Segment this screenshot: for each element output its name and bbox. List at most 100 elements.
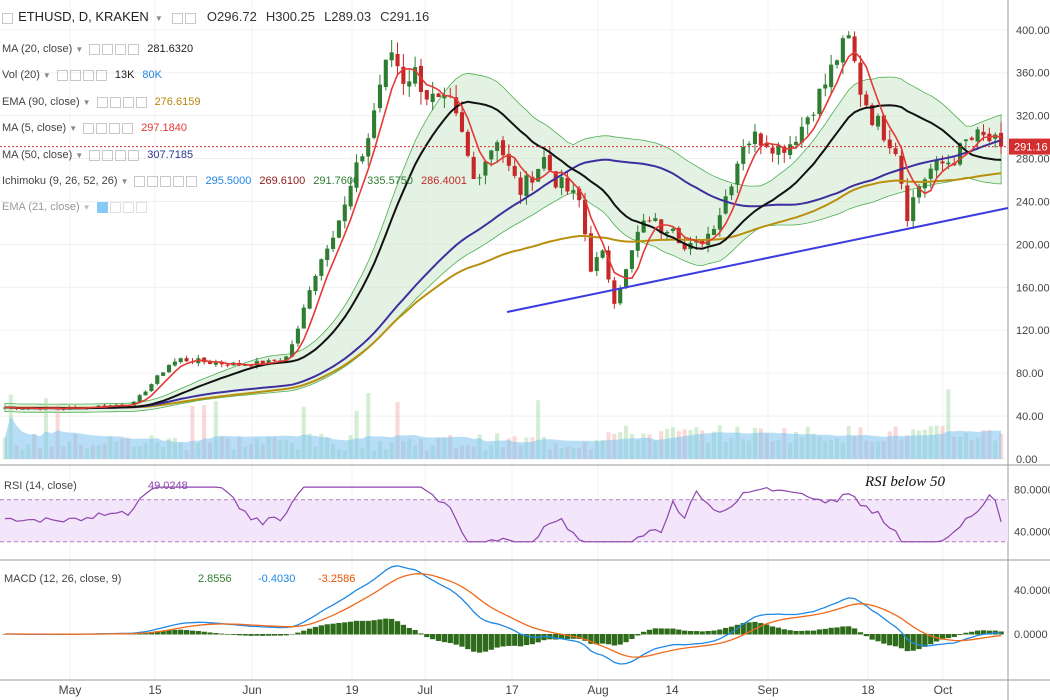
macd-histogram-bar bbox=[148, 631, 155, 635]
candle-body bbox=[676, 227, 681, 244]
indicator-buttons[interactable] bbox=[96, 93, 149, 111]
macd-histogram-bar bbox=[869, 634, 875, 640]
candle-body bbox=[518, 177, 523, 195]
signal-line bbox=[4, 573, 1002, 658]
last-price-tag bbox=[1009, 138, 1050, 155]
symbol-label: ETHUSD, D, KRAKEN bbox=[18, 9, 149, 24]
collapse-icon[interactable] bbox=[2, 12, 13, 24]
candle-body bbox=[600, 250, 605, 258]
macd-histogram-bar bbox=[728, 626, 735, 635]
macd-histogram-bar bbox=[553, 634, 559, 640]
macd-histogram-bar bbox=[394, 621, 401, 635]
chevron-down-icon[interactable]: ▼ bbox=[154, 14, 163, 23]
macd-histogram-bar bbox=[810, 630, 817, 635]
macd-histogram-bar bbox=[799, 630, 805, 635]
candle-body bbox=[143, 391, 148, 396]
macd-histogram-bar bbox=[892, 634, 899, 647]
macd-histogram-bar bbox=[705, 631, 711, 635]
chevron-down-icon[interactable]: ▼ bbox=[69, 124, 78, 133]
ma20-line bbox=[4, 100, 1002, 410]
indicator-row[interactable]: Ichimoku (9, 26, 52, 26) ▼ 295.5000 269.610… bbox=[2, 172, 475, 190]
macd-tick-label: 40.0000 bbox=[1014, 585, 1050, 597]
macd-histogram-bar bbox=[242, 634, 248, 636]
candle-body bbox=[776, 145, 781, 155]
candle-body bbox=[612, 280, 617, 304]
candle-body bbox=[969, 137, 974, 140]
indicator-row[interactable]: MA (20, close) ▼ 281.6320 bbox=[2, 40, 201, 58]
macd-histogram-bar bbox=[986, 630, 992, 635]
candle-body bbox=[817, 88, 822, 115]
indicator-buttons[interactable] bbox=[134, 172, 199, 190]
volume-bar bbox=[301, 406, 306, 459]
chevron-down-icon[interactable]: ▼ bbox=[42, 71, 51, 80]
rsi-tick-label: 80.0000 bbox=[1014, 484, 1050, 496]
candle-body bbox=[887, 139, 892, 149]
macd-histogram-bar bbox=[658, 628, 664, 635]
candle-body bbox=[301, 307, 306, 329]
chevron-down-icon[interactable]: ▼ bbox=[120, 177, 129, 186]
indicator-row[interactable]: MA (5, close) ▼ 297.1840 bbox=[2, 119, 195, 137]
candle-body bbox=[840, 38, 845, 63]
indicator-buttons[interactable] bbox=[89, 146, 141, 164]
macd-histogram-bar bbox=[851, 628, 858, 635]
macd-histogram-bar bbox=[670, 628, 676, 635]
indicator-buttons[interactable] bbox=[89, 40, 141, 58]
macd-histogram-bar bbox=[793, 630, 799, 635]
indicator-buttons[interactable] bbox=[83, 119, 135, 137]
macd-histogram-bar bbox=[682, 630, 688, 635]
macd-line bbox=[4, 565, 1002, 665]
candle-body bbox=[454, 97, 459, 114]
symbol-row: ETHUSD, D, KRAKEN ▼ O296.72 H300.25 L289… bbox=[2, 8, 429, 26]
indicator-row[interactable]: MA (50, close) ▼ 307.7185 bbox=[2, 146, 201, 164]
volume-bar bbox=[536, 400, 541, 459]
date-tick-label: Sep bbox=[757, 683, 779, 697]
candle-body bbox=[905, 185, 910, 221]
price-tick-label: 400.00 bbox=[1016, 25, 1050, 37]
candle-body bbox=[893, 148, 898, 154]
macd-histogram-bar bbox=[383, 618, 389, 635]
macd-histogram-bar bbox=[945, 634, 951, 639]
macd-histogram-bar bbox=[564, 634, 571, 639]
candle-body bbox=[372, 110, 377, 138]
chevron-down-icon[interactable]: ▼ bbox=[82, 98, 91, 107]
macd-histogram-bar bbox=[898, 634, 905, 649]
macd-histogram-bar bbox=[816, 629, 823, 635]
candle-body bbox=[858, 62, 863, 95]
symbol-buttons[interactable] bbox=[171, 9, 198, 27]
macd-histogram-bar bbox=[951, 634, 957, 638]
chevron-down-icon[interactable]: ▼ bbox=[75, 45, 84, 54]
macd-histogram-bar bbox=[219, 633, 225, 635]
candle-body bbox=[254, 360, 259, 366]
indicator-row[interactable]: Vol (20) ▼ 13K 80K bbox=[2, 66, 170, 84]
macd-histogram-bar bbox=[447, 634, 453, 644]
macd-histogram-bar bbox=[377, 619, 383, 635]
indicator-value: 80K bbox=[142, 69, 162, 81]
indicator-buttons[interactable] bbox=[96, 198, 149, 216]
candle-body bbox=[506, 153, 511, 166]
candle-body bbox=[342, 204, 347, 222]
macd-histogram-bar bbox=[371, 620, 377, 635]
candle-body bbox=[723, 196, 728, 214]
macd-histogram-bar bbox=[441, 634, 448, 643]
candle-body bbox=[565, 177, 570, 192]
macd-histogram-bar bbox=[306, 628, 313, 635]
candle-body bbox=[875, 115, 881, 127]
candle-body bbox=[331, 237, 336, 249]
macd-histogram-bar bbox=[834, 627, 840, 635]
date-tick-label: 14 bbox=[665, 683, 679, 697]
chevron-down-icon[interactable]: ▼ bbox=[75, 151, 84, 160]
macd-histogram-bar bbox=[453, 634, 459, 645]
date-tick-label: Jul bbox=[417, 683, 432, 697]
chevron-down-icon[interactable]: ▼ bbox=[82, 203, 91, 212]
macd-histogram-bar bbox=[787, 630, 793, 635]
indicator-buttons[interactable] bbox=[56, 66, 109, 84]
macd-value: -0.4030 bbox=[258, 573, 295, 585]
macd-histogram-bar bbox=[664, 628, 670, 635]
indicator-row[interactable]: EMA (90, close) ▼ 276.6159 bbox=[2, 93, 208, 111]
candle-body bbox=[272, 359, 277, 361]
indicator-row[interactable]: EMA (21, close) ▼ bbox=[2, 198, 155, 216]
macd-histogram-bar bbox=[594, 634, 600, 645]
price-tick-label: 320.00 bbox=[1016, 111, 1050, 123]
macd-histogram-bar bbox=[494, 634, 500, 648]
